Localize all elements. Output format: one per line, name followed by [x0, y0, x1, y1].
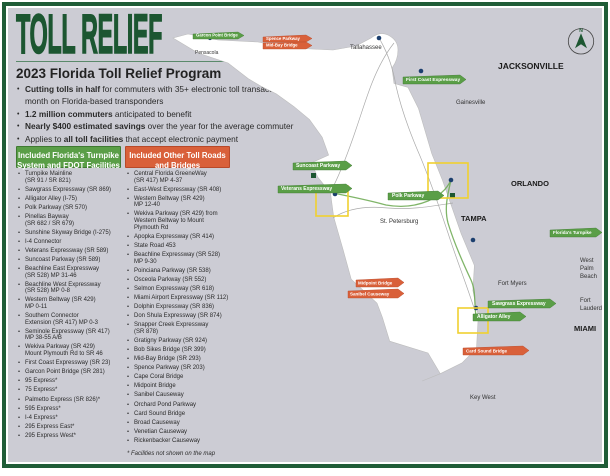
- svg-text:Pensacola: Pensacola: [195, 50, 219, 56]
- svg-text:Spence Parkway: Spence Parkway: [266, 36, 301, 41]
- svg-text:N: N: [579, 28, 583, 34]
- svg-text:Midpoint Bridge: Midpoint Bridge: [358, 281, 393, 286]
- svg-text:Key West: Key West: [470, 395, 496, 401]
- svg-text:ORLANDO: ORLANDO: [511, 179, 549, 188]
- svg-text:TAMPA: TAMPA: [461, 214, 487, 223]
- svg-text:Suncoast Parkway: Suncoast Parkway: [296, 163, 340, 169]
- svg-text:Veterans Expressway: Veterans Expressway: [281, 186, 332, 192]
- svg-text:Polk Parkway: Polk Parkway: [392, 193, 424, 199]
- svg-text:Sawgrass Expressway: Sawgrass Expressway: [492, 301, 546, 307]
- svg-text:MIAMI: MIAMI: [574, 324, 596, 333]
- svg-text:West: West: [580, 258, 594, 264]
- svg-text:Florida's Turnpike: Florida's Turnpike: [553, 230, 592, 235]
- svg-text:Garcon Point Bridge: Garcon Point Bridge: [196, 33, 238, 38]
- svg-text:St. Petersburg: St. Petersburg: [380, 219, 418, 225]
- svg-text:Card Sound Bridge: Card Sound Bridge: [466, 349, 507, 354]
- svg-text:Lauderdale: Lauderdale: [580, 306, 604, 312]
- svg-text:Sanibel Causeway: Sanibel Causeway: [350, 292, 390, 297]
- svg-text:Fort Myers: Fort Myers: [498, 281, 527, 287]
- svg-text:JACKSONVILLE: JACKSONVILLE: [498, 61, 564, 71]
- svg-text:Beach: Beach: [580, 274, 597, 280]
- svg-text:Palm: Palm: [580, 266, 594, 272]
- svg-text:Alligator Alley: Alligator Alley: [477, 314, 511, 320]
- svg-text:First Coast Expressway: First Coast Expressway: [406, 77, 460, 83]
- svg-text:Fort: Fort: [580, 298, 591, 304]
- svg-text:Mid-Bay Bridge: Mid-Bay Bridge: [266, 43, 298, 48]
- svg-text:Tallahassee: Tallahassee: [350, 45, 382, 51]
- svg-text:Gainesville: Gainesville: [456, 100, 486, 106]
